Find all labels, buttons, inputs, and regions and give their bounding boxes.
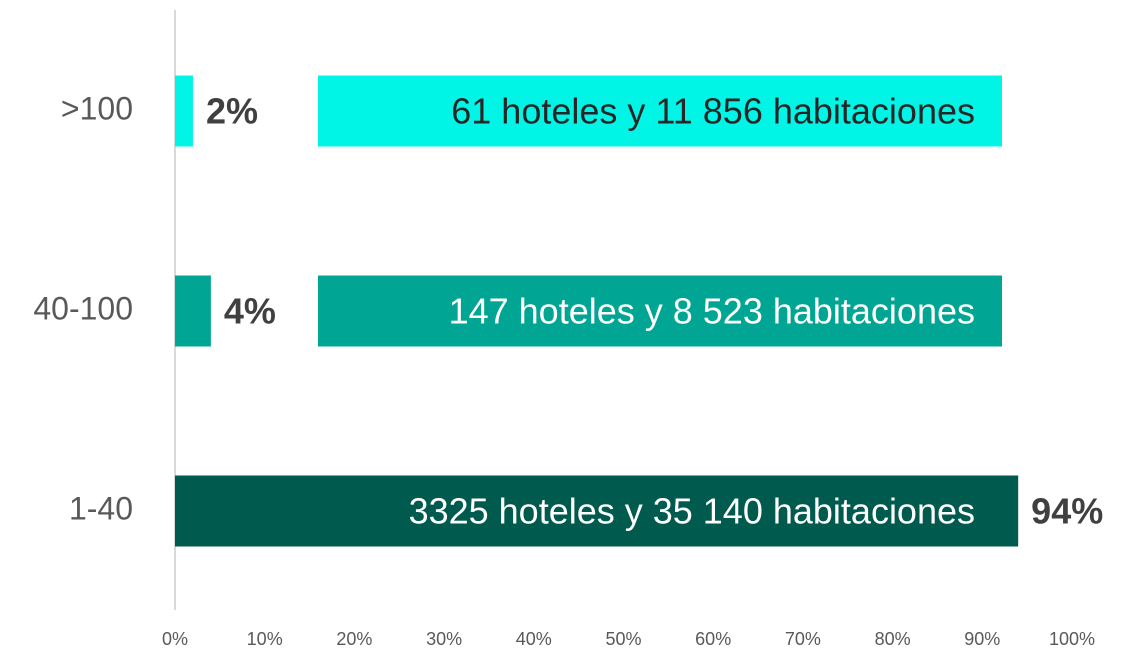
annotation: 147 hoteles y 8 523 habitaciones <box>449 291 975 332</box>
annotation: 61 hoteles y 11 856 habitaciones <box>451 91 975 132</box>
value-label: 2% <box>206 91 258 132</box>
x-tick-label: 90% <box>964 629 1000 649</box>
x-tick-label: 10% <box>247 629 283 649</box>
annotation-box <box>318 475 1002 547</box>
annotation: 3325 hoteles y 35 140 habitaciones <box>409 491 975 532</box>
annotation-box <box>318 75 1002 147</box>
bar <box>175 275 211 347</box>
y-tick-label: 40-100 <box>33 290 133 326</box>
x-tick-label: 40% <box>516 629 552 649</box>
x-tick-label: 70% <box>785 629 821 649</box>
x-tick-label: 80% <box>875 629 911 649</box>
x-tick-label: 20% <box>336 629 372 649</box>
x-tick-label: 60% <box>695 629 731 649</box>
value-label: 94% <box>1031 491 1103 532</box>
y-tick-label: 1-40 <box>69 490 133 526</box>
x-tick-label: 0% <box>162 629 188 649</box>
annotation-box <box>318 275 1002 347</box>
value-label: 4% <box>224 291 276 332</box>
x-tick-label: 100% <box>1049 629 1095 649</box>
bar <box>175 75 193 147</box>
x-tick-label: 50% <box>605 629 641 649</box>
x-tick-label: 30% <box>426 629 462 649</box>
y-tick-label: >100 <box>61 90 133 126</box>
